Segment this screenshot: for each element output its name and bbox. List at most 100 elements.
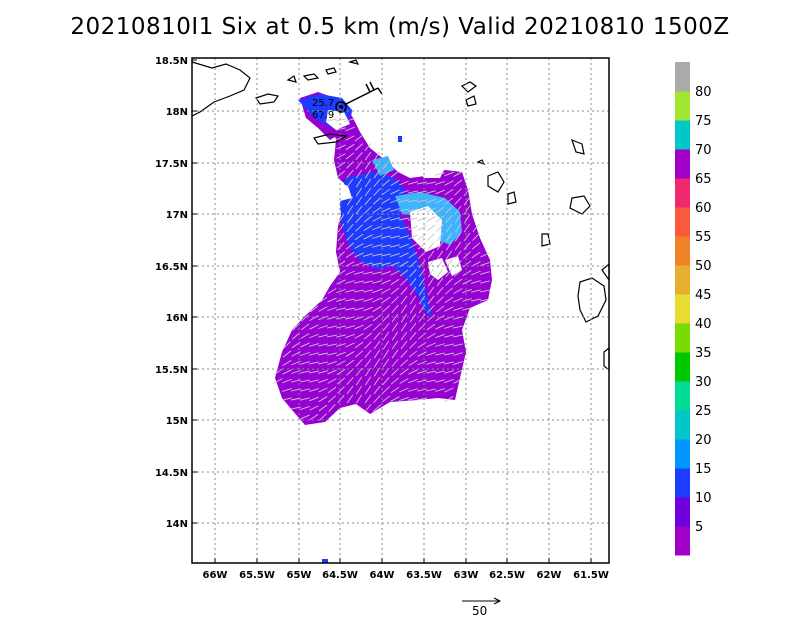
colorbar-label: 70 xyxy=(695,143,712,158)
wind-vector xyxy=(409,322,417,332)
wind-vector xyxy=(454,205,462,215)
wind-vector xyxy=(462,307,472,311)
wind-vector xyxy=(364,394,372,404)
wind-vector xyxy=(282,397,292,401)
wind-vector xyxy=(444,180,454,186)
wind-vector xyxy=(444,387,454,393)
wind-vector xyxy=(345,333,355,339)
wind-vector xyxy=(364,142,372,152)
wind-vector xyxy=(399,261,409,267)
wind-vector xyxy=(309,305,319,313)
wind-vector xyxy=(364,206,372,214)
wind-vector xyxy=(336,377,346,385)
wind-vector xyxy=(399,396,409,402)
wind-vector xyxy=(426,323,436,331)
wind-vector xyxy=(382,358,390,368)
wind-vector xyxy=(382,170,390,178)
wind-vector xyxy=(354,261,364,267)
wind-vector xyxy=(346,214,354,224)
wind-vector xyxy=(346,394,354,404)
wind-vector xyxy=(399,199,409,203)
wind-vector xyxy=(337,232,345,242)
wind-vector xyxy=(463,196,471,206)
wind-vector xyxy=(400,322,408,332)
wind-vector xyxy=(417,370,427,374)
wind-vector xyxy=(355,376,363,386)
wind-vector xyxy=(453,288,463,294)
wind-vector xyxy=(327,361,337,365)
wind-vector xyxy=(417,242,427,250)
wind-vector xyxy=(390,208,400,212)
wind-vector xyxy=(382,314,390,322)
colorbar-label: 10 xyxy=(695,491,712,506)
colorbar-label: 55 xyxy=(695,230,712,245)
wind-vector xyxy=(382,331,390,341)
colorbar-segment xyxy=(675,62,690,92)
wind-vector xyxy=(390,396,400,402)
wind-vector xyxy=(336,316,346,320)
wind-vector xyxy=(454,196,462,206)
coast-st-croix xyxy=(313,133,348,145)
wind-vector xyxy=(444,296,454,304)
wind-vector xyxy=(372,206,382,214)
wind-vector xyxy=(336,153,346,159)
wind-vector xyxy=(426,361,436,365)
wind-vector xyxy=(417,397,427,401)
wind-vector xyxy=(373,395,381,403)
wind-vector xyxy=(382,349,390,359)
colorbar-label: 20 xyxy=(695,433,712,448)
wind-vector xyxy=(363,323,373,331)
wind-vector xyxy=(471,242,481,250)
wind-vector xyxy=(327,369,337,375)
wind-vector xyxy=(399,378,409,384)
wind-vector xyxy=(336,279,346,285)
wind-vector xyxy=(453,278,463,286)
wind-vector xyxy=(364,403,372,413)
wind-vector xyxy=(381,226,391,230)
wind-vector xyxy=(382,376,390,386)
wind-vector xyxy=(435,324,445,330)
lon-tick-label: 63.5W xyxy=(406,570,442,581)
wind-vector xyxy=(345,325,355,329)
wind-vector xyxy=(399,208,409,212)
wind-vector xyxy=(364,160,372,170)
wind-vector xyxy=(426,333,436,339)
wind-vector xyxy=(373,323,381,331)
wind-vector xyxy=(453,316,463,320)
wind-vector xyxy=(364,341,372,349)
wind-vector xyxy=(445,206,453,214)
wind-vector xyxy=(300,370,310,374)
wind-vector xyxy=(471,251,481,259)
wind-vector xyxy=(364,367,372,377)
wind-vector xyxy=(409,295,417,305)
wind-vector xyxy=(382,322,390,332)
wind-vector xyxy=(372,235,382,239)
wind-vector xyxy=(391,296,399,304)
coastlines xyxy=(191,59,610,372)
wind-vector xyxy=(427,250,435,260)
wind-vector xyxy=(445,268,453,278)
wind-vector xyxy=(453,369,463,375)
colorbar-segment xyxy=(675,178,690,208)
wind-vector xyxy=(453,297,463,303)
wind-vector xyxy=(426,224,436,232)
wind-vector xyxy=(372,314,382,322)
coast-antigua-2 xyxy=(569,195,591,215)
wind-vector xyxy=(391,368,399,376)
wind-vector xyxy=(462,270,472,276)
wind-vector xyxy=(355,359,363,367)
wind-vector xyxy=(462,279,472,285)
wind-vector xyxy=(345,351,355,357)
wind-vector xyxy=(435,343,445,347)
colorbar-segment xyxy=(675,294,690,324)
wind-vector xyxy=(300,388,310,392)
wind-vector xyxy=(444,171,454,177)
wind-vector xyxy=(408,260,418,268)
wind-vector xyxy=(327,325,337,329)
wind-vector xyxy=(408,350,418,358)
wind-vector xyxy=(318,378,328,384)
wind-vector xyxy=(372,244,382,248)
wind-vector xyxy=(363,224,373,232)
wind-vector xyxy=(444,197,454,205)
wind-vector xyxy=(345,270,355,276)
